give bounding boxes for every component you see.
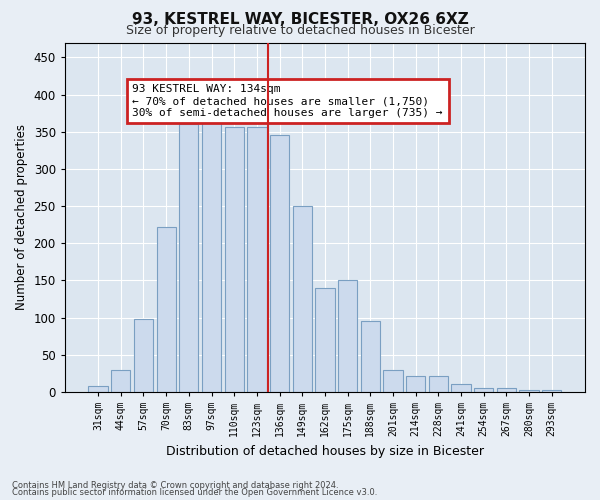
Bar: [474, 388, 493, 392]
Text: 93, KESTREL WAY, BICESTER, OX26 6XZ: 93, KESTREL WAY, BICESTER, OX26 6XZ: [131, 12, 469, 28]
Text: Size of property relative to detached houses in Bicester: Size of property relative to detached ho…: [125, 24, 475, 37]
Bar: [361, 322, 380, 392]
Bar: [111, 370, 130, 392]
Bar: [520, 390, 539, 392]
Bar: [270, 136, 289, 392]
Bar: [451, 384, 470, 392]
Bar: [315, 288, 335, 392]
Text: Contains HM Land Registry data © Crown copyright and database right 2024.: Contains HM Land Registry data © Crown c…: [12, 480, 338, 490]
Text: Contains public sector information licensed under the Open Government Licence v3: Contains public sector information licen…: [12, 488, 377, 497]
Bar: [542, 390, 562, 392]
Y-axis label: Number of detached properties: Number of detached properties: [15, 124, 28, 310]
X-axis label: Distribution of detached houses by size in Bicester: Distribution of detached houses by size …: [166, 444, 484, 458]
Bar: [247, 127, 266, 392]
Bar: [202, 122, 221, 392]
Bar: [383, 370, 403, 392]
Bar: [338, 280, 357, 392]
Bar: [428, 376, 448, 392]
Bar: [157, 227, 176, 392]
Text: 93 KESTREL WAY: 134sqm
← 70% of detached houses are smaller (1,750)
30% of semi-: 93 KESTREL WAY: 134sqm ← 70% of detached…: [133, 84, 443, 117]
Bar: [224, 126, 244, 392]
Bar: [88, 386, 108, 392]
Bar: [406, 376, 425, 392]
Bar: [179, 124, 199, 392]
Bar: [497, 388, 516, 392]
Bar: [134, 319, 153, 392]
Bar: [293, 206, 312, 392]
